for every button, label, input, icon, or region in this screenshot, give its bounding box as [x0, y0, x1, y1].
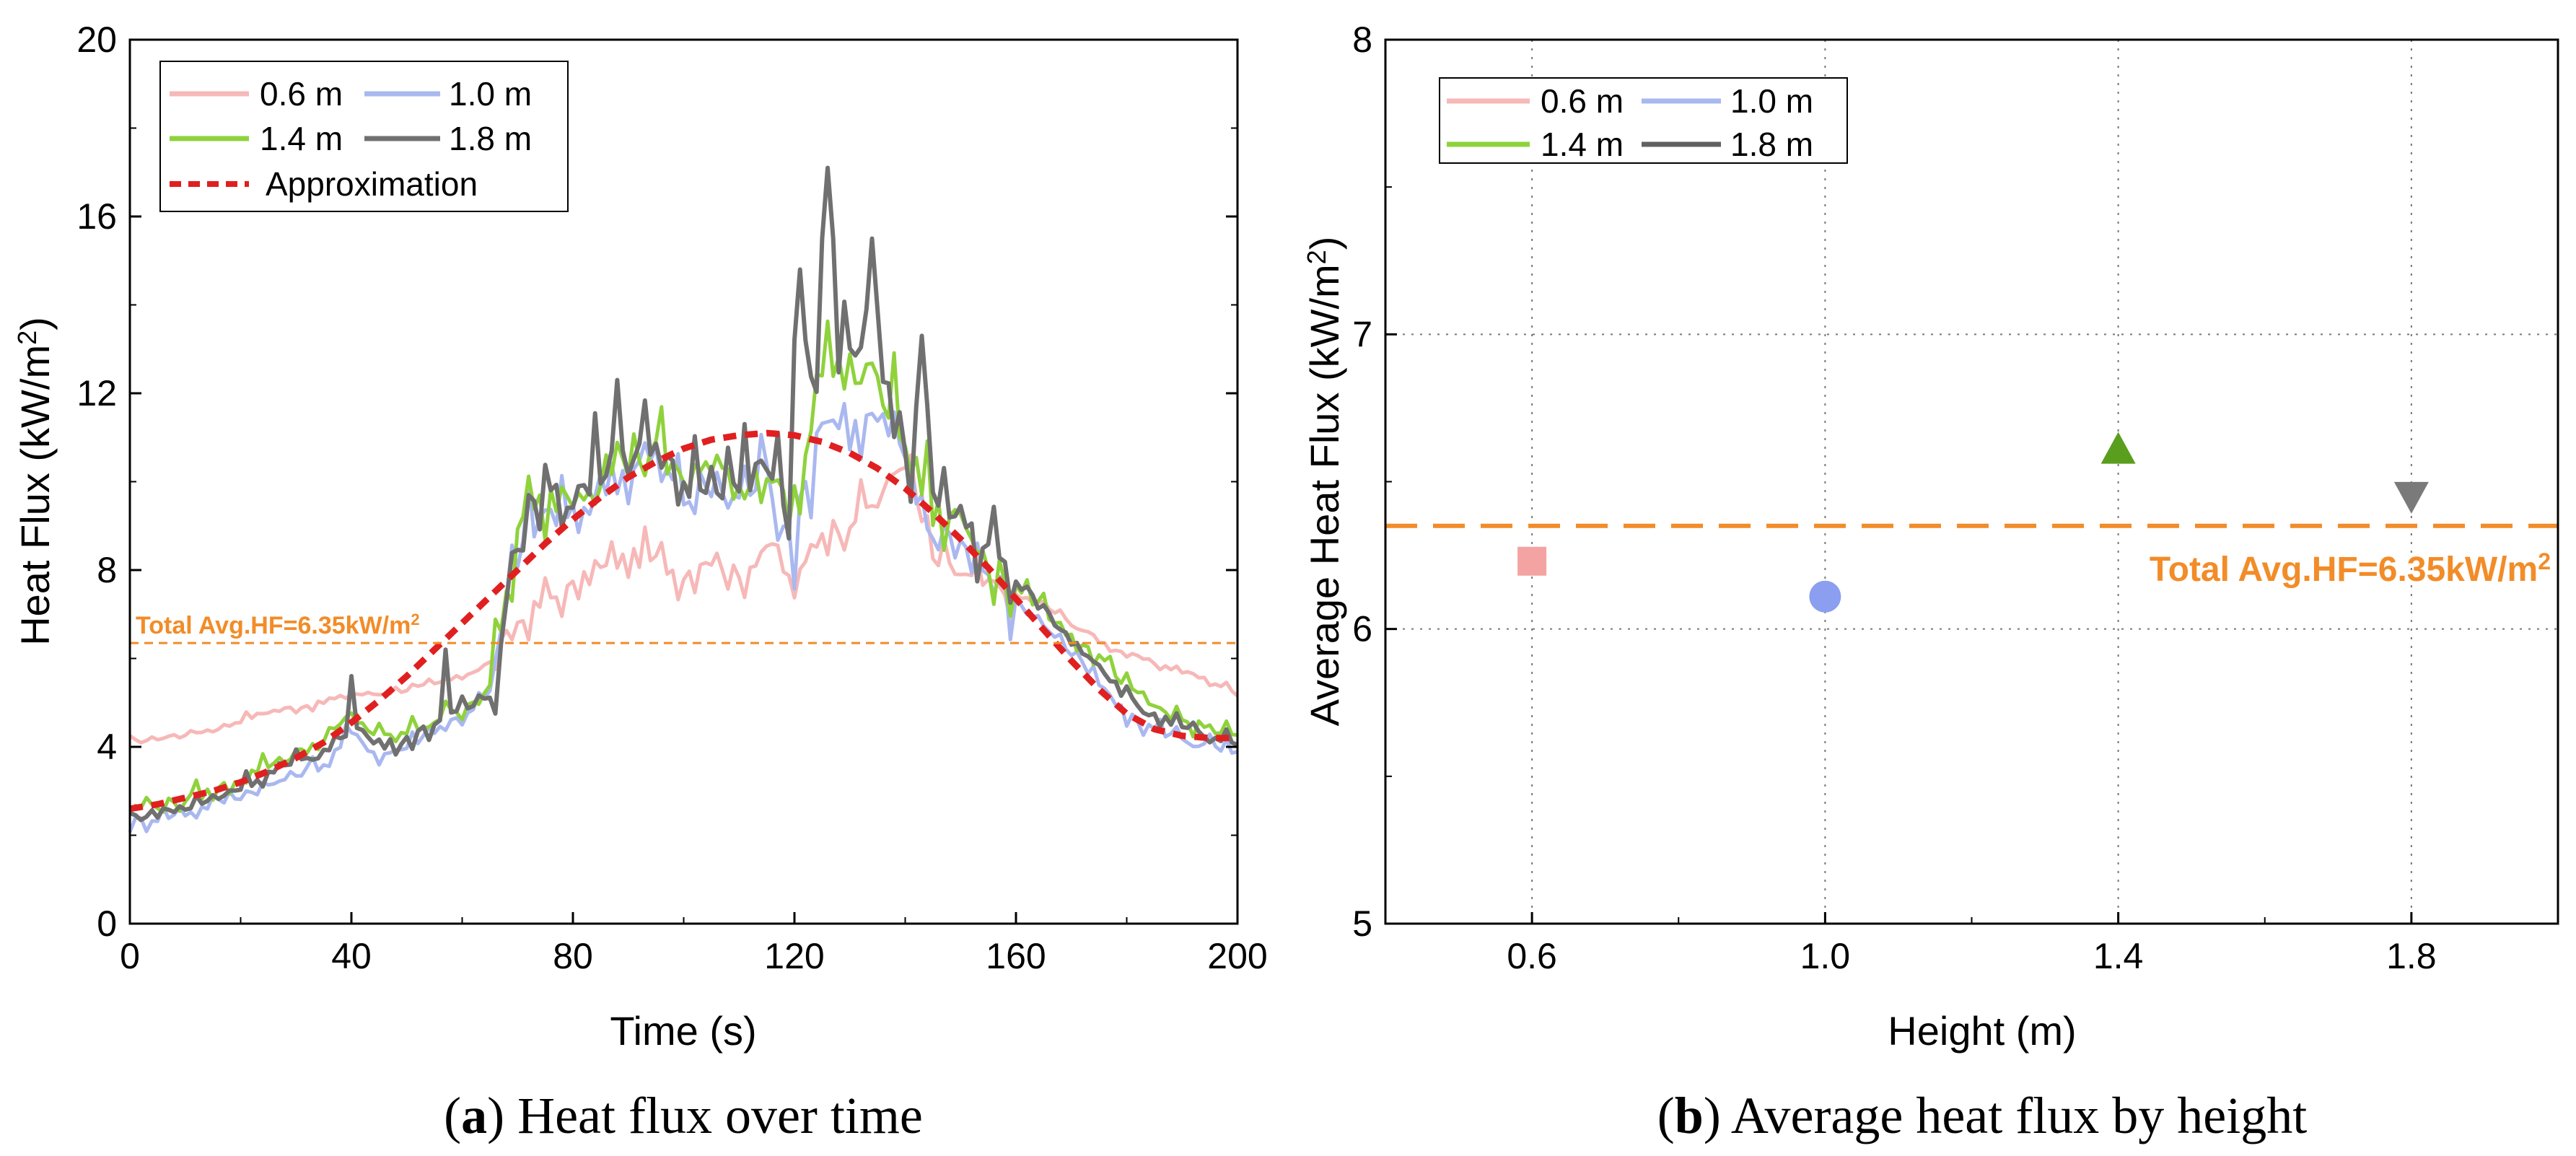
- caption-a: (a) Heat flux over time: [444, 1087, 923, 1144]
- legend-b-label-1-8m: 1.8 m: [1730, 126, 1813, 163]
- panel-b-legend: 0.6 m 1.0 m 1.4 m 1.8 m: [1439, 77, 1848, 164]
- panel-a-xtick-label: 160: [986, 936, 1046, 976]
- panel-a-y-axis-title: Heat Flux (kW/m2): [12, 317, 58, 646]
- series-line-approximation: [129, 429, 1237, 813]
- panel-a-ticks: 0 40 80 120 160 200 0 4 8 12 16 20: [76, 19, 1267, 976]
- series-line-0-6-m: [128, 453, 1239, 745]
- panel-b-ytick-label: 5: [1352, 903, 1372, 944]
- panel-b-ytick-label: 6: [1352, 609, 1372, 649]
- marker-1-0-m-circle: [1809, 580, 1841, 613]
- legend-b-label-1-4m: 1.4 m: [1541, 126, 1624, 163]
- panel-b-ticks: 0.6 1.0 1.4 1.8 5 6 7 8: [1352, 19, 2436, 976]
- panel-a-legend: 0.6 m 1.0 m 1.4 m 1.8 m Approximation: [159, 61, 569, 212]
- panel-a-x-axis-title: Time (s): [610, 1008, 756, 1054]
- panel-a-xtick-label: 40: [331, 936, 372, 976]
- panel-b-gridlines: [1385, 39, 2558, 924]
- series-line-1-4-m: [128, 319, 1238, 814]
- panel-a-ytick-label: 12: [76, 373, 117, 413]
- panel-a-ytick-label: 8: [97, 550, 117, 590]
- panel-b-ytick-label: 7: [1352, 314, 1372, 354]
- panel-a-series: [128, 165, 1239, 833]
- panel-a-xtick-label: 120: [764, 936, 824, 976]
- marker-1-4-m-triangle-up: [2100, 432, 2136, 464]
- panel-a-total-avg-label: Total Avg.HF=6.35kW/m2: [136, 610, 420, 639]
- marker-1-8-m-triangle-down: [2393, 481, 2429, 514]
- panel-a-heat-flux-over-time: 0 40 80 120 160 200 0 4 8 12 16 20 Total Avg.HF=6.3…: [12, 19, 1268, 1054]
- panel-a-ytick-label: 20: [76, 19, 117, 60]
- marker-0-6-m-square: [1517, 546, 1547, 576]
- series-line-1-0-m: [128, 401, 1238, 833]
- panel-b-xtick-label: 1.0: [1800, 936, 1851, 976]
- panel-b-xtick-label: 1.4: [2093, 936, 2144, 976]
- panel-b-total-avg-label: Total Avg.HF=6.35kW/m2: [2150, 548, 2551, 589]
- panel-a-xtick-label: 200: [1207, 936, 1267, 976]
- panel-b-x-axis-title: Height (m): [1888, 1008, 2076, 1054]
- panel-a-ytick-label: 16: [76, 196, 117, 237]
- caption-b: (b) Average heat flux by height: [1657, 1087, 2307, 1144]
- panel-b-xtick-label: 0.6: [1507, 936, 1557, 976]
- panel-a-xtick-label: 80: [553, 936, 593, 976]
- panel-b-y-axis-title: Average Heat Flux (kW/m2): [1302, 237, 1347, 727]
- legend-label-0-6m: 0.6 m: [260, 75, 343, 113]
- panel-b-points: [1517, 432, 2429, 613]
- panel-b-legend-box: [1439, 77, 1848, 164]
- legend-label-1-0m: 1.0 m: [449, 75, 532, 113]
- panel-a-xtick-label: 0: [120, 936, 140, 976]
- legend-label-approximation: Approximation: [266, 165, 478, 203]
- legend-label-1-8m: 1.8 m: [449, 120, 532, 157]
- legend-b-label-0-6m: 0.6 m: [1541, 82, 1624, 120]
- panel-a-ytick-label: 4: [97, 727, 117, 767]
- series-line-1-8-m: [128, 165, 1239, 823]
- legend-b-label-1-0m: 1.0 m: [1730, 82, 1813, 120]
- panel-b-ytick-label: 8: [1352, 19, 1372, 60]
- panel-b-xtick-label: 1.8: [2386, 936, 2437, 976]
- panel-b-plot-frame: [1384, 38, 2559, 925]
- legend-label-1-4m: 1.4 m: [260, 120, 343, 157]
- panel-a-ytick-label: 0: [97, 903, 117, 944]
